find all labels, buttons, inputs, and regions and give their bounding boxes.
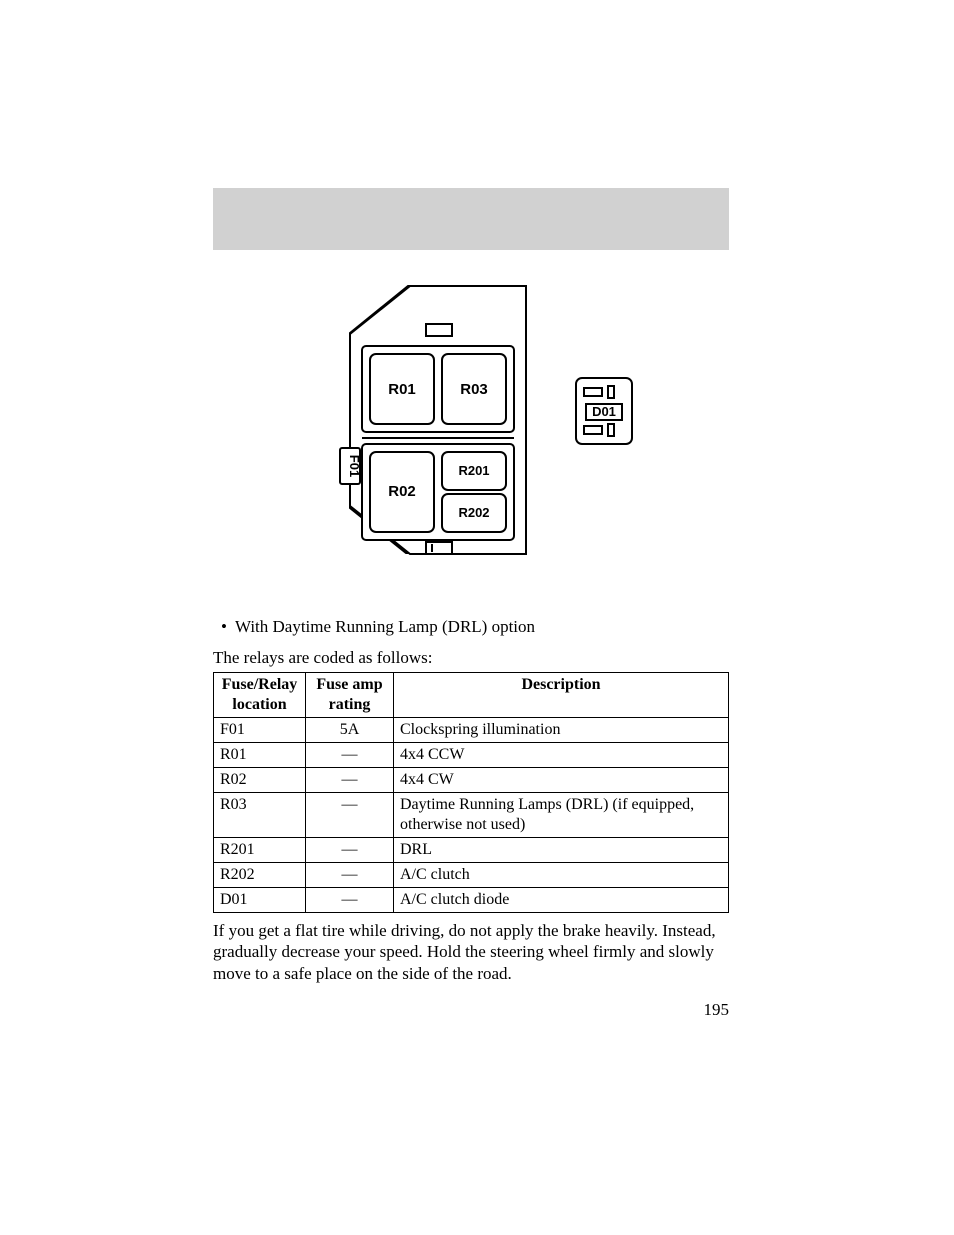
cell-amp: — xyxy=(306,888,394,913)
relay-diagram: R01 R03 R02 R201 R202 F01 D01 xyxy=(328,278,728,608)
col-header-location: Fuse/Relay location xyxy=(214,673,306,718)
bullet-text: With Daytime Running Lamp (DRL) option xyxy=(235,617,535,636)
relay-label-r01: R01 xyxy=(388,381,416,398)
table-header-row: Fuse/Relay location Fuse amp rating Desc… xyxy=(214,673,729,718)
cell-loc: R202 xyxy=(214,863,306,888)
relay-label-f01: F01 xyxy=(347,455,362,477)
cell-desc: Daytime Running Lamps (DRL) (if equipped… xyxy=(394,793,729,838)
cell-desc: 4x4 CW xyxy=(394,768,729,793)
table-row: R03 — Daytime Running Lamps (DRL) (if eq… xyxy=(214,793,729,838)
col-header-desc: Description xyxy=(394,673,729,718)
cell-amp: — xyxy=(306,863,394,888)
cell-loc: F01 xyxy=(214,718,306,743)
table-row: R201 — DRL xyxy=(214,838,729,863)
page-number: 195 xyxy=(704,1000,730,1020)
cell-amp: — xyxy=(306,838,394,863)
table-row: R01 — 4x4 CCW xyxy=(214,743,729,768)
cell-desc: Clockspring illumination xyxy=(394,718,729,743)
body-paragraph: If you get a flat tire while driving, do… xyxy=(213,920,729,984)
relay-label-r03: R03 xyxy=(460,381,488,398)
table-row: R02 — 4x4 CW xyxy=(214,768,729,793)
cell-loc: R201 xyxy=(214,838,306,863)
table-row: F01 5A Clockspring illumination xyxy=(214,718,729,743)
cell-amp: — xyxy=(306,743,394,768)
fuse-relay-table: Fuse/Relay location Fuse amp rating Desc… xyxy=(213,672,729,913)
relay-label-d01: D01 xyxy=(592,404,616,419)
relay-label-r02: R02 xyxy=(388,483,416,500)
intro-text: The relays are coded as follows: xyxy=(213,648,729,668)
table-row: D01 — A/C clutch diode xyxy=(214,888,729,913)
cell-amp: — xyxy=(306,793,394,838)
cell-loc: D01 xyxy=(214,888,306,913)
table-row: R202 — A/C clutch xyxy=(214,863,729,888)
cell-desc: A/C clutch xyxy=(394,863,729,888)
relay-label-r202: R202 xyxy=(458,505,489,520)
bullet-line: • With Daytime Running Lamp (DRL) option xyxy=(213,617,729,637)
cell-desc: 4x4 CCW xyxy=(394,743,729,768)
cell-amp: 5A xyxy=(306,718,394,743)
col-header-amp: Fuse amp rating xyxy=(306,673,394,718)
bullet-icon: • xyxy=(213,617,231,637)
cell-loc: R03 xyxy=(214,793,306,838)
relay-label-r201: R201 xyxy=(458,463,489,478)
cell-loc: R01 xyxy=(214,743,306,768)
cell-desc: A/C clutch diode xyxy=(394,888,729,913)
cell-amp: — xyxy=(306,768,394,793)
cell-desc: DRL xyxy=(394,838,729,863)
header-bar xyxy=(213,188,729,250)
cell-loc: R02 xyxy=(214,768,306,793)
